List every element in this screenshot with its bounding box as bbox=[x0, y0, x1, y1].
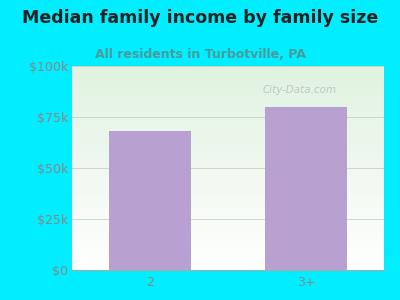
Bar bbox=[110, 131, 190, 270]
Text: All residents in Turbotville, PA: All residents in Turbotville, PA bbox=[94, 48, 306, 61]
Text: Median family income by family size: Median family income by family size bbox=[22, 9, 378, 27]
Text: City-Data.com: City-Data.com bbox=[263, 85, 337, 95]
Bar bbox=[266, 107, 346, 270]
